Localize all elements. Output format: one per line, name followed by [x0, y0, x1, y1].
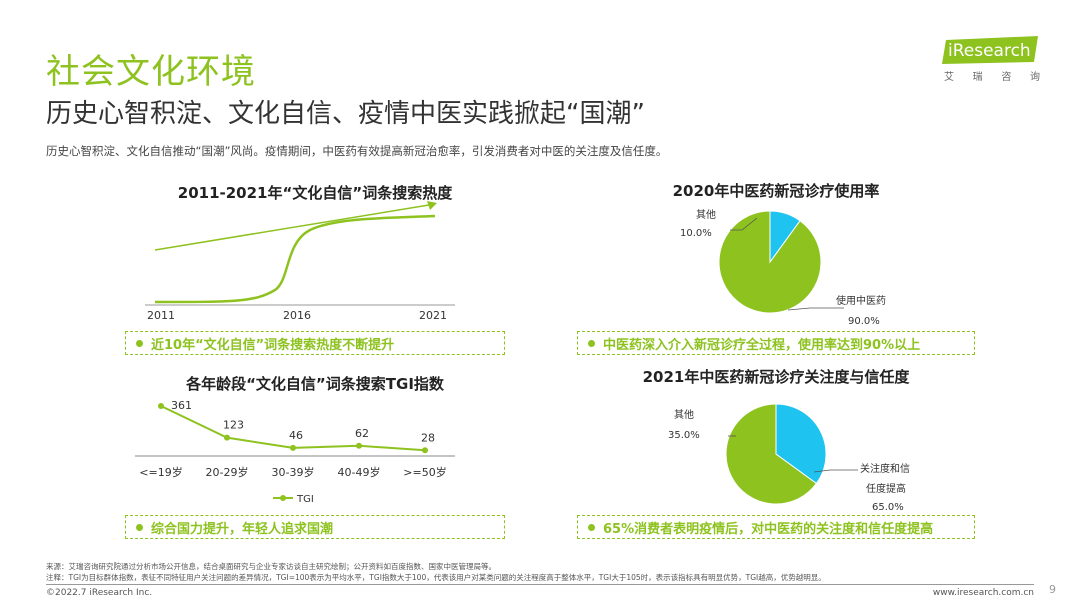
- slice-label: 使用中医药: [836, 294, 886, 307]
- x-tick-label: 40-49岁: [338, 465, 381, 479]
- footer-source: 来源：艾瑞咨询研究院通过分析市场公开信息，结合桌面研究与企业专家访谈自主研究绘制…: [46, 562, 496, 571]
- callout-text: 65%消费者表明疫情后，对中医药的关注度和信任度提高: [603, 521, 934, 537]
- chart-search-heat-title: 2011-2021年“文化自信”词条搜索热度: [177, 184, 453, 202]
- tgi-value-label: 62: [355, 427, 369, 440]
- page-number: 9: [1049, 583, 1056, 596]
- trend-arrowhead-icon: [427, 201, 437, 210]
- footer-note: 注释：TGI为目标群体指数，表征不同特征用户关注问题的差异情况，TGI=100表…: [46, 573, 826, 582]
- iresearch-logo: iResearch 艾 瑞 咨 询: [940, 36, 1044, 84]
- slice-value-label: 10.0%: [680, 228, 712, 239]
- legend-label: TGI: [296, 494, 314, 505]
- x-tick-label: >=50岁: [403, 465, 446, 479]
- slice-value-label: 90.0%: [848, 316, 880, 327]
- chart-search-heat: 2011 2016 2021: [145, 201, 455, 322]
- callout-text: 近10年“文化自信”词条搜索热度不断提升: [151, 337, 395, 353]
- tgi-value-label: 46: [289, 429, 303, 442]
- logo-tagline-char: 瑞: [972, 72, 983, 83]
- bullet-icon: [136, 523, 143, 531]
- x-tick-label: 2016: [283, 309, 311, 322]
- x-tick-label: 2021: [419, 309, 447, 322]
- tgi-point-2: [290, 444, 296, 451]
- logo-tagline-char: 咨: [1001, 72, 1012, 83]
- page-description: 历史心智积淀、文化自信推动“国潮”风尚。疫情期间，中医药有效提高新冠治愈率，引发…: [46, 144, 668, 158]
- x-tick-label: 2011: [147, 309, 175, 322]
- callout-text: 综合国力提升，年轻人追求国潮: [151, 521, 334, 537]
- page-title: 社会文化环境: [46, 52, 256, 92]
- footer-copyright: ©2022.7 iResearch Inc.: [46, 588, 153, 598]
- logo-text: iResearch: [948, 41, 1031, 61]
- chart-tgi: TGI 361 <=19岁 123 20-29岁 46 30-39岁 62 40-49岁 28 >…: [135, 399, 455, 505]
- logo-tagline: 艾 瑞 咨 询: [944, 68, 1040, 83]
- tgi-value-label: 123: [223, 419, 244, 432]
- slice-value-label: 35.0%: [668, 430, 700, 441]
- chart-usage-pie: 其他 10.0% 使用中医药 90.0%: [680, 208, 886, 327]
- callout-text: 中医药深入介入新冠诊疗全过程，使用率达到90%以上: [603, 337, 921, 353]
- callout-usage: 中医药深入介入新冠诊疗全过程，使用率达到90%以上: [577, 331, 975, 355]
- trend-arrow-line: [154, 203, 436, 251]
- callout-trust: 65%消费者表明疫情后，对中医药的关注度和信任度提高: [577, 515, 975, 539]
- x-tick-label: 30-39岁: [272, 465, 315, 479]
- bullet-icon: [588, 339, 595, 347]
- slice-label: 其他: [674, 408, 694, 421]
- slice-label: 关注度和信: [860, 462, 910, 475]
- tgi-value-label: 361: [171, 399, 192, 412]
- tgi-point-1: [224, 434, 230, 441]
- slice-label: 任度提高: [866, 482, 906, 495]
- tgi-value-label: 28: [421, 431, 435, 444]
- slice-value-label: 65.0%: [872, 502, 904, 512]
- tgi-point-4: [422, 447, 428, 454]
- logo-background: [942, 36, 1038, 64]
- pie-slice-1: [769, 210, 801, 264]
- callout-search-heat: 近10年“文化自信”词条搜索热度不断提升: [125, 331, 505, 355]
- tgi-point-0: [158, 403, 164, 409]
- leader-line: [787, 307, 844, 311]
- pie-slice-0: [725, 403, 818, 505]
- leader-line: [813, 469, 858, 473]
- chart-trust-pie-title: 2021年中医药新冠诊疗关注度与信任度: [642, 368, 910, 386]
- logo-tagline-char: 艾: [944, 72, 954, 83]
- chart-trust-pie: 其他 35.0% 关注度和信 任度提高 65.0%: [668, 403, 910, 512]
- tgi-point-3: [356, 442, 362, 449]
- bullet-icon: [136, 339, 143, 347]
- slice-label: 其他: [696, 208, 716, 221]
- page-subtitle: 历史心智积淀、文化自信、疫情中医实践掀起“国潮”: [46, 99, 645, 129]
- legend-marker-icon: [280, 495, 286, 501]
- chart-tgi-title: 各年龄段“文化自信”词条搜索TGI指数: [186, 375, 444, 393]
- x-tick-label: <=19岁: [139, 465, 182, 479]
- pie-slice-1: [775, 403, 827, 485]
- x-tick-label: 20-29岁: [206, 465, 249, 479]
- logo-tagline-char: 询: [1029, 72, 1040, 83]
- logo-mark: iResearch: [942, 36, 1038, 64]
- search-heat-curve: [154, 214, 436, 304]
- bullet-icon: [588, 523, 595, 531]
- callout-tgi: 综合国力提升，年轻人追求国潮: [125, 515, 505, 539]
- chart-usage-pie-title: 2020年中医药新冠诊疗使用率: [672, 182, 880, 200]
- leader-line: [730, 217, 758, 231]
- footer-website: www.iresearch.com.cn: [932, 588, 1034, 598]
- footer-divider: [46, 584, 1034, 585]
